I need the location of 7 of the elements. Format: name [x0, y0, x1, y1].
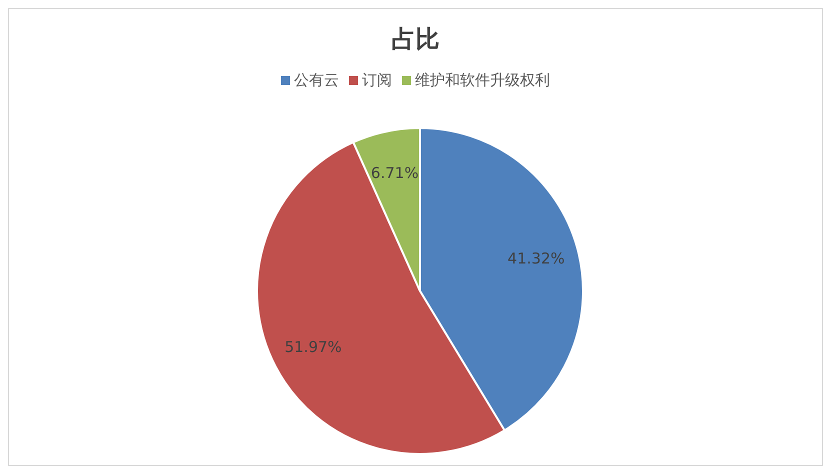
data-label: 51.97%: [284, 338, 342, 356]
legend-label: 公有云: [293, 71, 339, 90]
data-label: 6.71%: [370, 164, 419, 182]
legend-label: 订阅: [361, 71, 392, 90]
chart-title: 占比: [390, 23, 440, 55]
data-label: 41.32%: [508, 250, 565, 268]
legend-label: 维护和软件升级权利: [414, 71, 550, 90]
